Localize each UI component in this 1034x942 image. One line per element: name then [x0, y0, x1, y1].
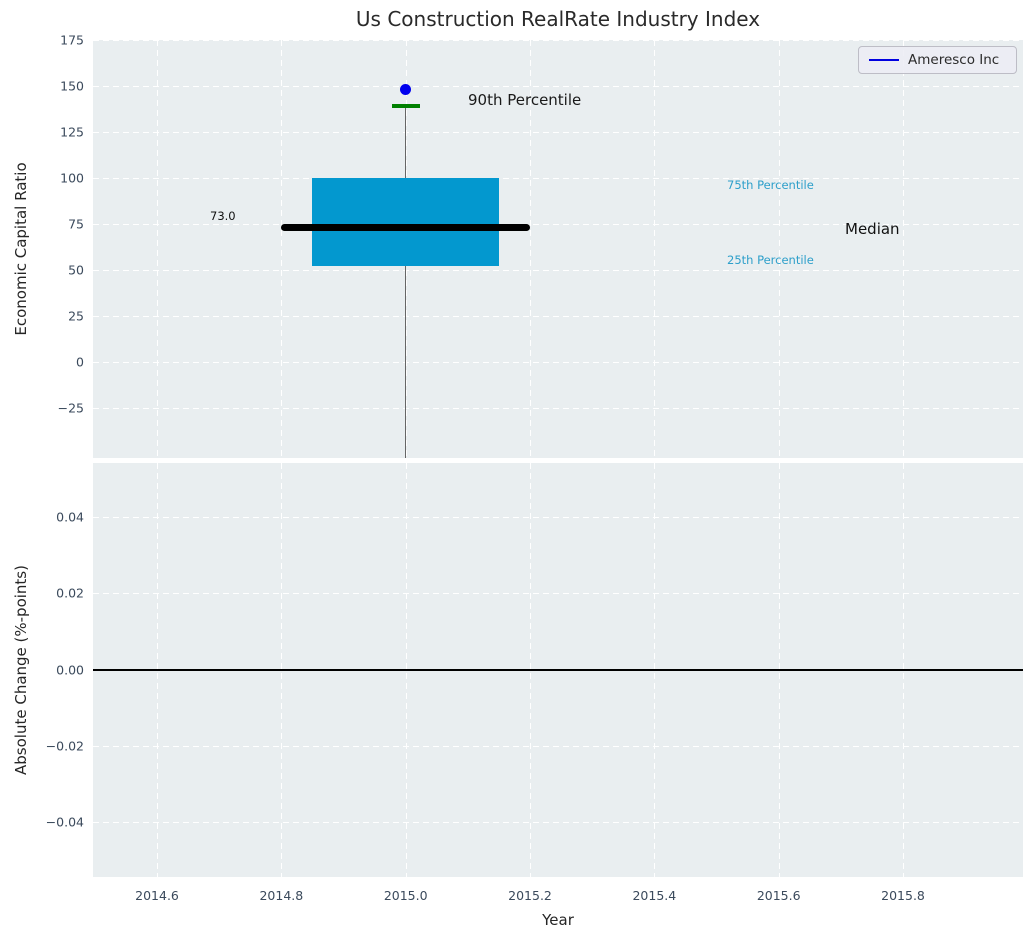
- zero-line: [93, 668, 1023, 671]
- gridline-vertical: [654, 40, 656, 458]
- chart-title: Us Construction RealRate Industry Index: [355, 7, 761, 31]
- whisker-line: [404, 106, 407, 458]
- y-axis-label-top: Economic Capital Ratio: [12, 162, 30, 336]
- y-tick-label: 125: [60, 124, 84, 140]
- company-point: [400, 84, 412, 96]
- y-tick-label: 0.02: [56, 585, 84, 601]
- legend-box: Ameresco Inc: [858, 46, 1017, 74]
- gridline-horizontal: [93, 177, 1023, 179]
- annotation-75th-percentile: 75th Percentile: [727, 178, 814, 192]
- gridline-vertical: [903, 40, 905, 458]
- gridline-horizontal: [93, 361, 1023, 363]
- y-tick-label: 0.00: [56, 662, 84, 678]
- annotation-median-value: 73.0: [210, 209, 236, 223]
- p90-cap: [391, 104, 420, 108]
- x-tick-label: 2015.4: [632, 888, 677, 903]
- y-tick-label: −0.04: [45, 814, 84, 830]
- gridline-vertical: [281, 40, 283, 458]
- x-tick-label: 2015.0: [383, 888, 428, 903]
- y-axis-label-bottom: Absolute Change (%-points): [12, 565, 30, 775]
- y-tick-label: 0.04: [56, 509, 84, 525]
- y-tick-label: 50: [68, 262, 84, 278]
- gridline-horizontal: [93, 593, 1023, 595]
- gridline-horizontal: [93, 407, 1023, 409]
- gridline-horizontal: [93, 745, 1023, 747]
- gridline-horizontal: [93, 131, 1023, 133]
- gridline-horizontal: [93, 517, 1023, 519]
- y-tick-label: 25: [68, 308, 84, 324]
- gridline-vertical: [157, 40, 159, 458]
- y-tick-label: 150: [60, 78, 84, 94]
- gridline-horizontal: [93, 40, 1023, 41]
- iqr-box: [312, 177, 499, 267]
- gridline-vertical: [530, 40, 532, 458]
- legend-label: Ameresco Inc: [908, 52, 1000, 68]
- y-tick-label: 175: [60, 32, 84, 48]
- gridline-vertical: [778, 40, 780, 458]
- gridline-horizontal: [93, 315, 1023, 317]
- annotation-90th-percentile: 90th Percentile: [468, 91, 582, 109]
- bottom-plot-area: 2014.6 2014.8 2015.0 2015.2 2015.4 2015.6 2015…: [46, 463, 1023, 903]
- gridline-horizontal: [93, 269, 1023, 271]
- x-tick-label: 2015.8: [881, 888, 925, 903]
- legend-line-sample: [869, 58, 899, 62]
- x-tick-label: 2014.6: [135, 888, 179, 903]
- top-plot-area: 175 150 125 100 75 50 25 0 −25: [58, 33, 1023, 458]
- x-tick-label: 2015.6: [756, 888, 801, 903]
- annotation-median: Median: [845, 220, 900, 238]
- y-tick-label: −0.02: [45, 738, 84, 754]
- x-tick-label: 2015.2: [508, 888, 552, 903]
- gridline-horizontal: [93, 85, 1023, 87]
- annotation-25th-percentile: 25th Percentile: [727, 253, 814, 267]
- median-line: [281, 224, 531, 232]
- y-tick-label: 100: [60, 170, 84, 186]
- y-tick-label: −25: [57, 400, 84, 416]
- x-tick-label: 2014.8: [259, 888, 304, 903]
- y-tick-label: 75: [68, 216, 84, 232]
- gridline-horizontal: [93, 822, 1023, 824]
- x-axis-label: Year: [542, 911, 574, 929]
- gridline-horizontal: [93, 223, 1023, 225]
- y-tick-label: 0: [76, 354, 84, 370]
